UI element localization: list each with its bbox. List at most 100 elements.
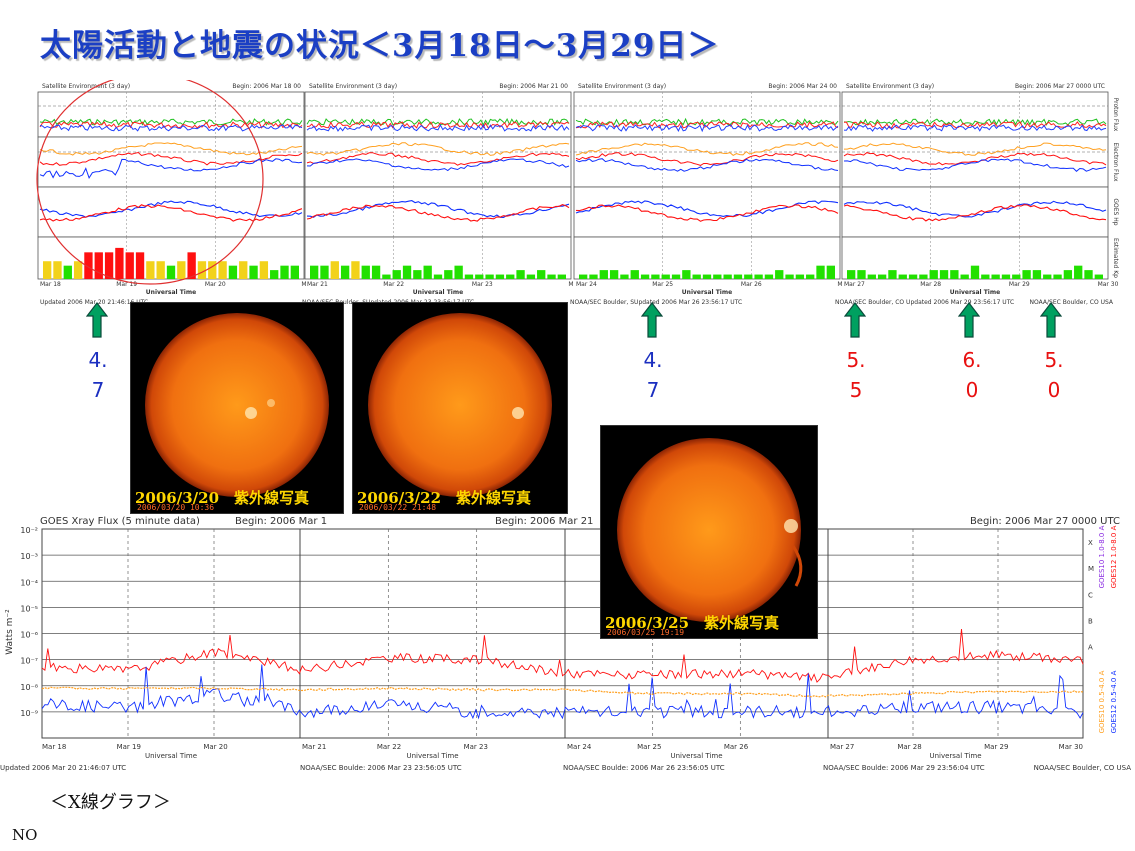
kp-bar — [950, 270, 959, 279]
kp-bar — [1012, 274, 1021, 279]
kp-bar — [671, 274, 681, 279]
flare-class-label: C — [1088, 591, 1093, 599]
x-tick-label: Mar 25 — [637, 743, 661, 751]
plot-frame — [37, 186, 305, 238]
plot-frame — [37, 136, 305, 188]
electron-flux-line — [844, 142, 1107, 156]
proton-flux-line — [39, 118, 303, 126]
kp-bar — [867, 274, 876, 279]
sun-photo-caption: 2006/3/22 紫外線写真 — [357, 489, 532, 507]
up-arrow-icon — [641, 302, 663, 338]
kp-bar — [73, 261, 83, 279]
x-tick-label: Mar 26 — [741, 281, 762, 288]
x-tick-label: Mar 24 — [576, 281, 597, 288]
kp-bar — [929, 270, 938, 279]
x-tick-label: Mar 30 — [1098, 281, 1119, 288]
sun-photo-caption: 2006/3/25 紫外線写真 — [605, 614, 780, 632]
x-tick-label: Mar 23 — [464, 743, 488, 751]
kp-bar — [744, 274, 753, 279]
kp-bar — [485, 274, 494, 279]
electron-flux-line — [306, 142, 570, 156]
kp-bar — [43, 261, 52, 279]
plot-frame — [573, 91, 841, 138]
x-axis-label: Universal Time — [406, 752, 458, 760]
kp-bar — [733, 274, 743, 279]
kp-bar — [280, 265, 289, 279]
kp-bar — [877, 274, 887, 279]
x-tick-label: Mar 21 — [302, 743, 326, 751]
sun-photo-timestamp: 2006/03/20 10:36 — [137, 503, 215, 512]
highlight-circle — [36, 80, 264, 285]
kp-bar — [382, 274, 391, 279]
slide-title: 太陽活動と地震の状況＜3月18日～3月29日＞ — [40, 28, 720, 64]
kp-bar — [579, 274, 588, 279]
xray-title: GOES Xray Flux (5 minute data) — [40, 516, 200, 527]
sun-disk — [145, 313, 329, 497]
x-tick-label: M — [837, 281, 842, 288]
x-tick-label: Mar 22 — [377, 743, 401, 751]
x-tick-label: Mar 26 — [724, 743, 749, 751]
proton-flux-line — [39, 124, 303, 132]
kp-bar — [1001, 274, 1011, 279]
earthquake-magnitude: 5. 0 — [1044, 348, 1064, 402]
kp-bar — [310, 265, 319, 279]
goes-hp-line — [575, 204, 839, 222]
panel-header: Satellite Environment (3 day) — [42, 83, 130, 90]
flare-class-label: X — [1088, 539, 1093, 547]
chart-footer: NOAA/SEC Boulde: 2006 Mar 26 23:56:05 UT… — [563, 764, 725, 772]
proton-flux-line — [843, 121, 1107, 129]
satellite-panel: Satellite Environment (3 day) Begin: 2006… — [573, 83, 843, 296]
x-axis-label: Universal Time — [950, 289, 1000, 296]
kp-bar — [537, 270, 546, 279]
chart-footer: Updated 2006 Mar 20 21:46:07 UTC — [0, 764, 126, 772]
kp-bar — [464, 274, 474, 279]
kp-bar — [270, 270, 279, 279]
x-tick-label: Mar 25 — [652, 281, 673, 288]
y-axis-label: Proton Flux — [1112, 98, 1119, 132]
sun-photo-caption: 2006/3/20 紫外線写真 — [135, 489, 310, 507]
flare-class-label: M — [1088, 565, 1094, 573]
proton-flux-line — [306, 118, 570, 126]
kp-bar — [218, 261, 227, 279]
xray-series-line — [41, 664, 1084, 720]
x-tick-label: M — [568, 281, 573, 288]
y-tick-label: 10⁻³ — [20, 552, 38, 561]
electron-flux-line — [575, 142, 839, 157]
panel-header: Satellite Environment (3 day) — [846, 83, 934, 90]
kp-bar — [640, 274, 650, 279]
kp-bar — [713, 274, 722, 279]
sun-photo-timestamp: 2006/03/25 19:19 — [607, 628, 685, 637]
goes-hp-line — [306, 204, 570, 222]
proton-flux-line — [843, 124, 1107, 132]
satellite-environment-chart: Satellite Environment (3 day) Begin: 2006… — [36, 80, 1119, 306]
x-tick-label: Mar 20 — [205, 281, 226, 288]
xray-begin: Begin: 2006 Mar 1 — [235, 516, 327, 527]
kp-bar — [692, 274, 701, 279]
kp-bar — [125, 252, 134, 279]
kp-bar — [197, 261, 207, 279]
kp-bar — [475, 274, 484, 279]
x-axis-label: Universal Time — [682, 289, 732, 296]
xray-begin: Begin: 2006 Mar 27 0000 UTC — [970, 516, 1120, 527]
y-axis-label: GOES Hp — [1112, 198, 1119, 225]
y-tick-label: 10⁻⁵ — [20, 604, 38, 613]
flare-class-label: B — [1088, 617, 1093, 625]
earthquake-magnitude: 4. 7 — [88, 348, 108, 402]
chart-footer: NOAA/SEC Boulder, CO USA — [1030, 299, 1114, 306]
goes-hp-line — [843, 204, 1107, 222]
kp-bar — [454, 265, 463, 279]
proton-flux-line — [843, 118, 1107, 126]
x-tick-label: Mar 18 — [40, 281, 61, 288]
x-tick-label: Mar 23 — [472, 281, 493, 288]
kp-bar — [526, 274, 536, 279]
kp-bar — [361, 265, 370, 279]
kp-bar — [290, 265, 299, 279]
xray-series-line — [41, 686, 1084, 698]
goes-hp-line — [39, 204, 303, 222]
kp-bar — [651, 274, 660, 279]
xray-series-line — [41, 628, 1084, 683]
legend-entry: GOES10 0.5-4.0 A — [1098, 670, 1106, 733]
chart-footer: NOAA/SEC Boulde: 2006 Mar 29 23:56:04 UT… — [823, 764, 985, 772]
kp-bar — [516, 270, 525, 279]
electron-flux-line — [39, 142, 303, 156]
